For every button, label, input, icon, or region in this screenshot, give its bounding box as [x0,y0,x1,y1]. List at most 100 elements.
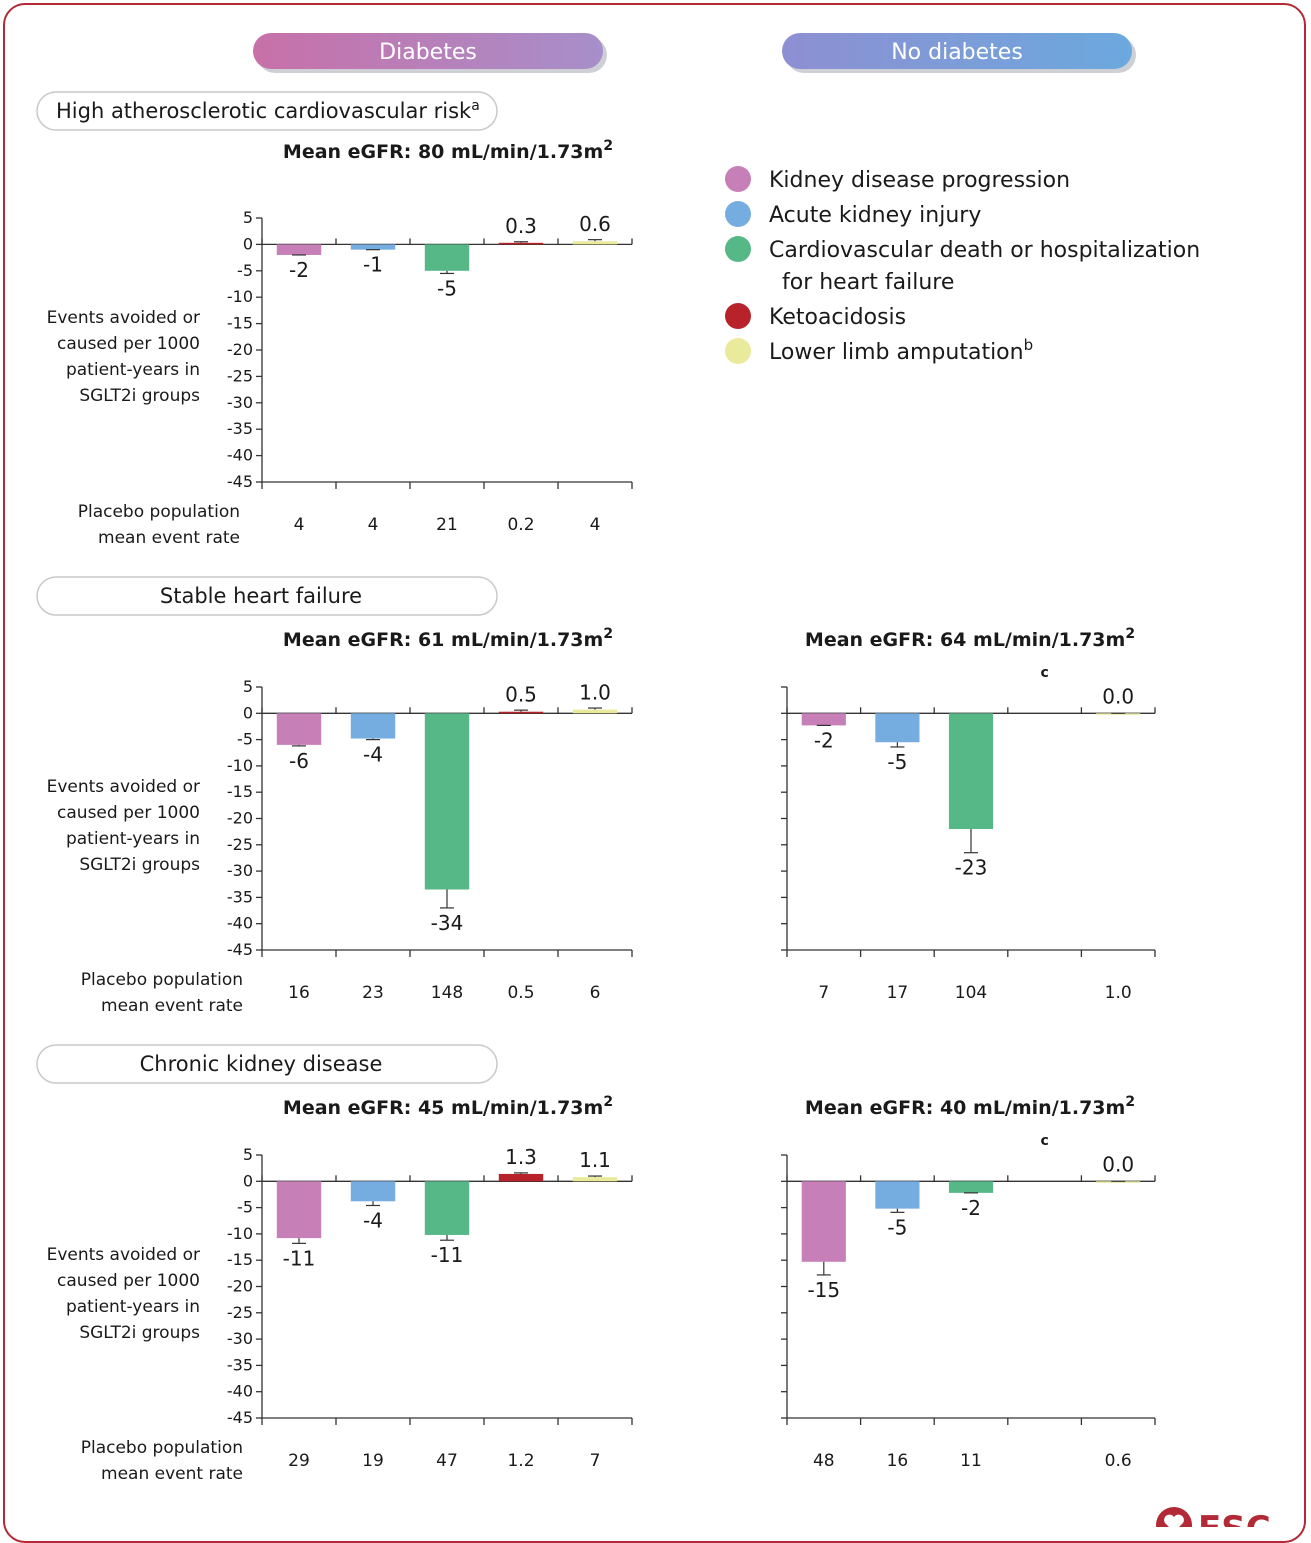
bar-acute-kidney-injury [875,1181,920,1209]
bar-ketoacidosis [498,1173,544,1182]
heart-icon [1156,1507,1192,1527]
y-tick-label: -10 [227,756,253,775]
y-tick-label: -20 [227,340,253,359]
y-tick-label: -10 [227,1224,253,1243]
y-tick-label: -20 [227,809,253,828]
legend-marker [725,338,751,364]
placebo-rate: 21 [436,515,458,535]
y-tick-label: 5 [243,677,253,696]
y-tick-label: -35 [227,1355,253,1374]
placebo-rate: 17 [887,983,909,1003]
data-label: -4 [363,1208,383,1232]
bar-acute-kidney-injury [350,1181,396,1202]
no-diabetes-header: No diabetes [782,33,1136,73]
y-tick-label: -45 [227,940,253,959]
chart-title: Mean eGFR: 45 mL/min/1.73m2 [283,1094,613,1119]
y-tick-label: -25 [227,366,253,385]
y-tick-label: 5 [243,208,253,227]
y-tick-label: -15 [227,1250,253,1269]
data-label: -2 [289,258,309,282]
chart-ascvd-diabetes: Mean eGFR: 80 mL/min/1.73m250-5-10-15-20… [47,138,633,548]
data-label: -23 [955,856,988,880]
placebo-rate: 7 [590,1451,601,1471]
chart-title: Mean eGFR: 40 mL/min/1.73m2 [805,1094,1135,1119]
y-axis-label: Events avoided or caused per 1000 patient-… [47,308,201,406]
legend-label: Cardiovascular death or hospitalization f… [769,238,1200,295]
legend-label: Kidney disease progression [769,168,1070,193]
bar-lower-limb-amputation [572,709,618,714]
legend-marker [725,201,751,227]
section-label-ckd: Chronic kidney disease [36,1044,498,1084]
chart-heart-failure-no-diabetes: Mean eGFR: 64 mL/min/1.73m2 -2 7 -5 17 -23 104… [781,626,1156,1003]
placebo-rate-label: Placebo population mean event rate [78,502,240,548]
y-axis-label: Events avoided or caused per 1000 patient-… [47,1245,201,1343]
data-label: -15 [807,1278,840,1302]
placebo-rate: 16 [288,983,310,1003]
section-label-ascvd-text: High atherosclerotic cardiovascular risk… [56,98,480,123]
placebo-rate: 1.2 [507,1451,534,1471]
placebo-rate: 48 [813,1451,835,1471]
data-label: -11 [431,1243,464,1267]
placebo-rate-label: Placebo population mean event rate [81,1438,243,1484]
y-tick-label: -40 [227,914,253,933]
bar-lower-limb-amputation [1096,713,1141,715]
y-tick-label: -10 [227,287,253,306]
chart-title: Mean eGFR: 61 mL/min/1.73m2 [283,626,613,651]
chart-title: Mean eGFR: 64 mL/min/1.73m2 [805,626,1135,651]
chart-ckd-diabetes: Mean eGFR: 45 mL/min/1.73m2 5 0 -5 -10 -15 -20… [47,1094,633,1484]
y-tick-label: 5 [243,1145,253,1164]
bar-cardiovascular-death-or-hospitalization-for-heart-failure [948,713,994,830]
y-tick-label: -30 [227,861,253,880]
bar-acute-kidney-injury [350,244,396,250]
placebo-rate: 104 [955,983,987,1003]
data-label: -5 [887,750,907,774]
bar-kidney-disease-progression [276,713,322,745]
section-label-ckd-text: Chronic kidney disease [140,1052,383,1076]
placebo-rate: 23 [362,983,384,1003]
data-label: -5 [887,1215,907,1239]
data-label: -1 [363,253,383,277]
bar-lower-limb-amputation [1096,1181,1141,1183]
data-label: 1.0 [579,681,611,705]
y-tick-label: -35 [227,887,253,906]
y-tick-label: 0 [243,234,253,253]
placebo-rate: 6 [590,983,601,1003]
data-label: -5 [437,276,457,300]
placebo-rate: 29 [288,1451,310,1471]
placebo-rate: 148 [431,983,463,1003]
data-label: -34 [431,911,464,935]
legend-marker [725,166,751,192]
data-label: 1.3 [505,1145,537,1169]
bar-ketoacidosis [498,242,544,245]
chart-ckd-no-diabetes: Mean eGFR: 40 mL/min/1.73m2 -15 48 -5 16 -2 11… [781,1094,1156,1471]
data-label: 0.5 [505,683,537,707]
placebo-rate: 4 [294,515,305,535]
placebo-rate: 47 [436,1451,458,1471]
placebo-rate: 0.5 [507,983,534,1003]
y-tick-label: -35 [227,419,253,438]
y-tick-label: -5 [237,1198,253,1217]
bar-cardiovascular-death-or-hospitalization-for-heart-failure [948,1181,994,1193]
y-tick-label: -30 [227,393,253,412]
footnote-mark: c [1040,665,1048,681]
legend-label: Lower limb amputationb [769,336,1033,365]
esc-logo-text: ESC [1198,1509,1271,1527]
legend-marker [725,303,751,329]
legend: Kidney disease progression Acute kidney i… [725,166,1200,365]
y-tick-label: -5 [237,730,253,749]
y-tick-label: -40 [227,446,253,465]
legend-label: Acute kidney injury [769,203,981,228]
bar-acute-kidney-injury [350,713,396,739]
y-tick-label: -30 [227,1329,253,1348]
placebo-rate: 1.0 [1105,983,1132,1003]
y-tick-label: -45 [227,472,253,491]
y-tick-label: -25 [227,1303,253,1322]
bar-cardiovascular-death-or-hospitalization-for-heart-failure [424,713,470,890]
bar-kidney-disease-progression [801,1181,846,1262]
placebo-rate-label: Placebo population mean event rate [81,970,243,1016]
bar-lower-limb-amputation [572,241,618,245]
chart-title: Mean eGFR: 80 mL/min/1.73m2 [283,138,613,163]
data-label: 0.0 [1102,684,1134,708]
data-label: -4 [363,743,383,767]
